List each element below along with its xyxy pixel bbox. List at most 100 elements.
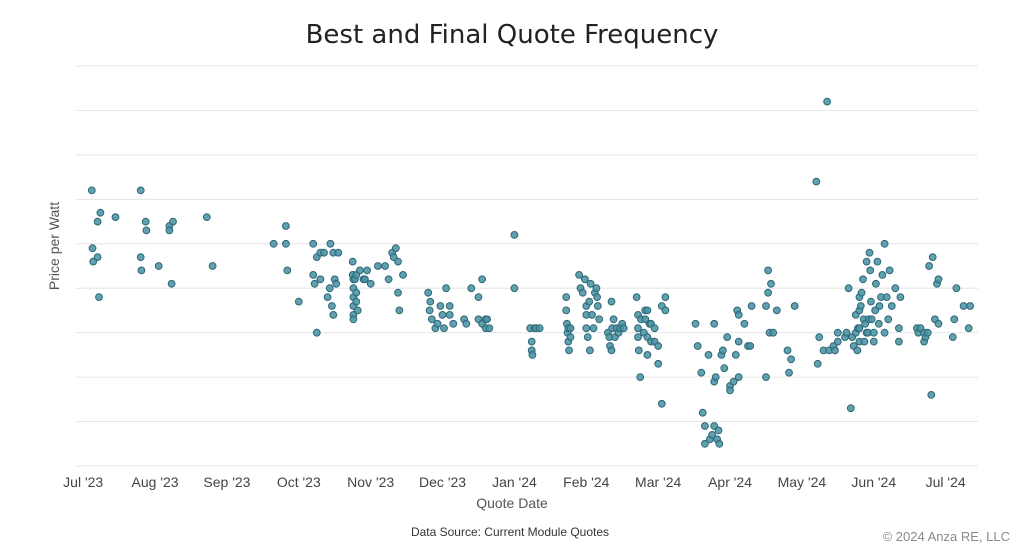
data-point [328, 302, 336, 310]
data-point [154, 262, 163, 270]
data-point [923, 328, 932, 337]
x-tick-label: Aug '23 [132, 474, 179, 490]
data-point [704, 351, 713, 359]
data-point [320, 248, 328, 257]
data-point [925, 262, 933, 270]
data-point [167, 279, 176, 288]
data-point [657, 399, 666, 408]
data-point [934, 275, 943, 284]
data-point [701, 422, 709, 430]
data-point [661, 306, 670, 315]
data-point [734, 337, 743, 346]
x-tick-label: Apr '24 [708, 474, 752, 490]
data-point [565, 346, 573, 355]
data-point [566, 324, 575, 333]
data-point [169, 217, 177, 226]
x-tick-label: Dec '23 [419, 474, 466, 490]
data-point [374, 262, 382, 270]
data-point [474, 293, 483, 302]
data-point [895, 324, 903, 333]
data-point [592, 284, 601, 293]
gridlines [76, 65, 978, 467]
data-point [885, 266, 894, 275]
data-point [391, 244, 400, 253]
data-point [581, 275, 589, 284]
data-point [445, 311, 454, 319]
x-tick-label: Jun '24 [851, 474, 896, 490]
data-point [349, 315, 358, 324]
data-point [95, 293, 103, 302]
data-point [726, 386, 734, 395]
x-tick-label: Jul '24 [926, 474, 966, 490]
data-point [928, 253, 937, 262]
x-tick-label: Feb '24 [563, 474, 609, 490]
data-point [844, 284, 853, 293]
data-point [654, 359, 663, 368]
data-point [578, 288, 587, 297]
data-point [764, 288, 772, 297]
data-point [715, 439, 724, 448]
data-point [595, 315, 604, 324]
data-point [399, 271, 407, 279]
y-axis-label: Price per Watt [46, 202, 62, 290]
data-point [719, 346, 727, 355]
data-point [842, 328, 851, 337]
data-point [698, 408, 707, 417]
data-point [510, 231, 519, 239]
data-point [882, 293, 891, 302]
data-point [142, 226, 151, 235]
x-tick-label: Jul '23 [63, 474, 103, 490]
data-point [729, 377, 738, 386]
data-point [583, 333, 592, 342]
data-point [746, 342, 755, 350]
data-point [202, 213, 211, 222]
data-point [872, 279, 880, 288]
data-point [632, 293, 641, 302]
data-point [440, 324, 448, 333]
data-point [934, 319, 943, 328]
data-point [812, 177, 821, 186]
chart-title: Best and Final Quote Frequency [306, 20, 719, 50]
data-point [361, 275, 369, 284]
data-point [966, 302, 974, 310]
data-point [887, 302, 896, 310]
data-point [927, 391, 936, 399]
data-point [950, 315, 959, 324]
data-point [643, 306, 652, 315]
data-point [137, 266, 146, 275]
data-source-note: Data Source: Current Module Quotes [411, 525, 609, 539]
data-point [650, 324, 659, 333]
data-point [869, 337, 878, 346]
data-point [566, 333, 575, 342]
data-point [426, 297, 435, 306]
data-point [589, 324, 598, 333]
data-point [294, 297, 303, 306]
x-tick-label: Mar '24 [635, 474, 681, 490]
x-tick-label: Oct '23 [277, 474, 321, 490]
data-point [769, 328, 778, 337]
data-point [438, 311, 447, 319]
data-point [762, 302, 770, 310]
data-point [326, 239, 335, 248]
data-point [815, 333, 824, 342]
x-axis-ticks: Jul '23 Aug '23 Sep '23 Oct '23 Nov '23 Dec '… [63, 474, 966, 490]
data-point [208, 262, 217, 270]
data-point [609, 315, 618, 324]
data-point [734, 311, 743, 319]
data-point [586, 346, 594, 355]
data-point [442, 284, 451, 293]
data-point [309, 271, 318, 279]
data-point [867, 297, 875, 306]
data-point [878, 271, 887, 279]
data-point [634, 333, 642, 342]
data-point [111, 213, 120, 222]
data-point [282, 239, 290, 248]
data-point [831, 346, 839, 355]
data-point [283, 266, 292, 275]
data-point [619, 324, 628, 333]
data-point [896, 293, 905, 302]
data-point [790, 302, 799, 310]
data-point [353, 306, 362, 315]
data-point [141, 217, 150, 226]
data-point [959, 302, 968, 310]
